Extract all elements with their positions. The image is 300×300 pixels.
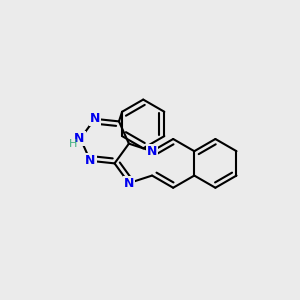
Text: N: N (74, 132, 85, 145)
Text: N: N (124, 177, 134, 190)
Text: N: N (89, 112, 100, 125)
Text: N: N (85, 154, 95, 167)
Text: N: N (147, 145, 157, 158)
Text: H: H (69, 139, 77, 149)
